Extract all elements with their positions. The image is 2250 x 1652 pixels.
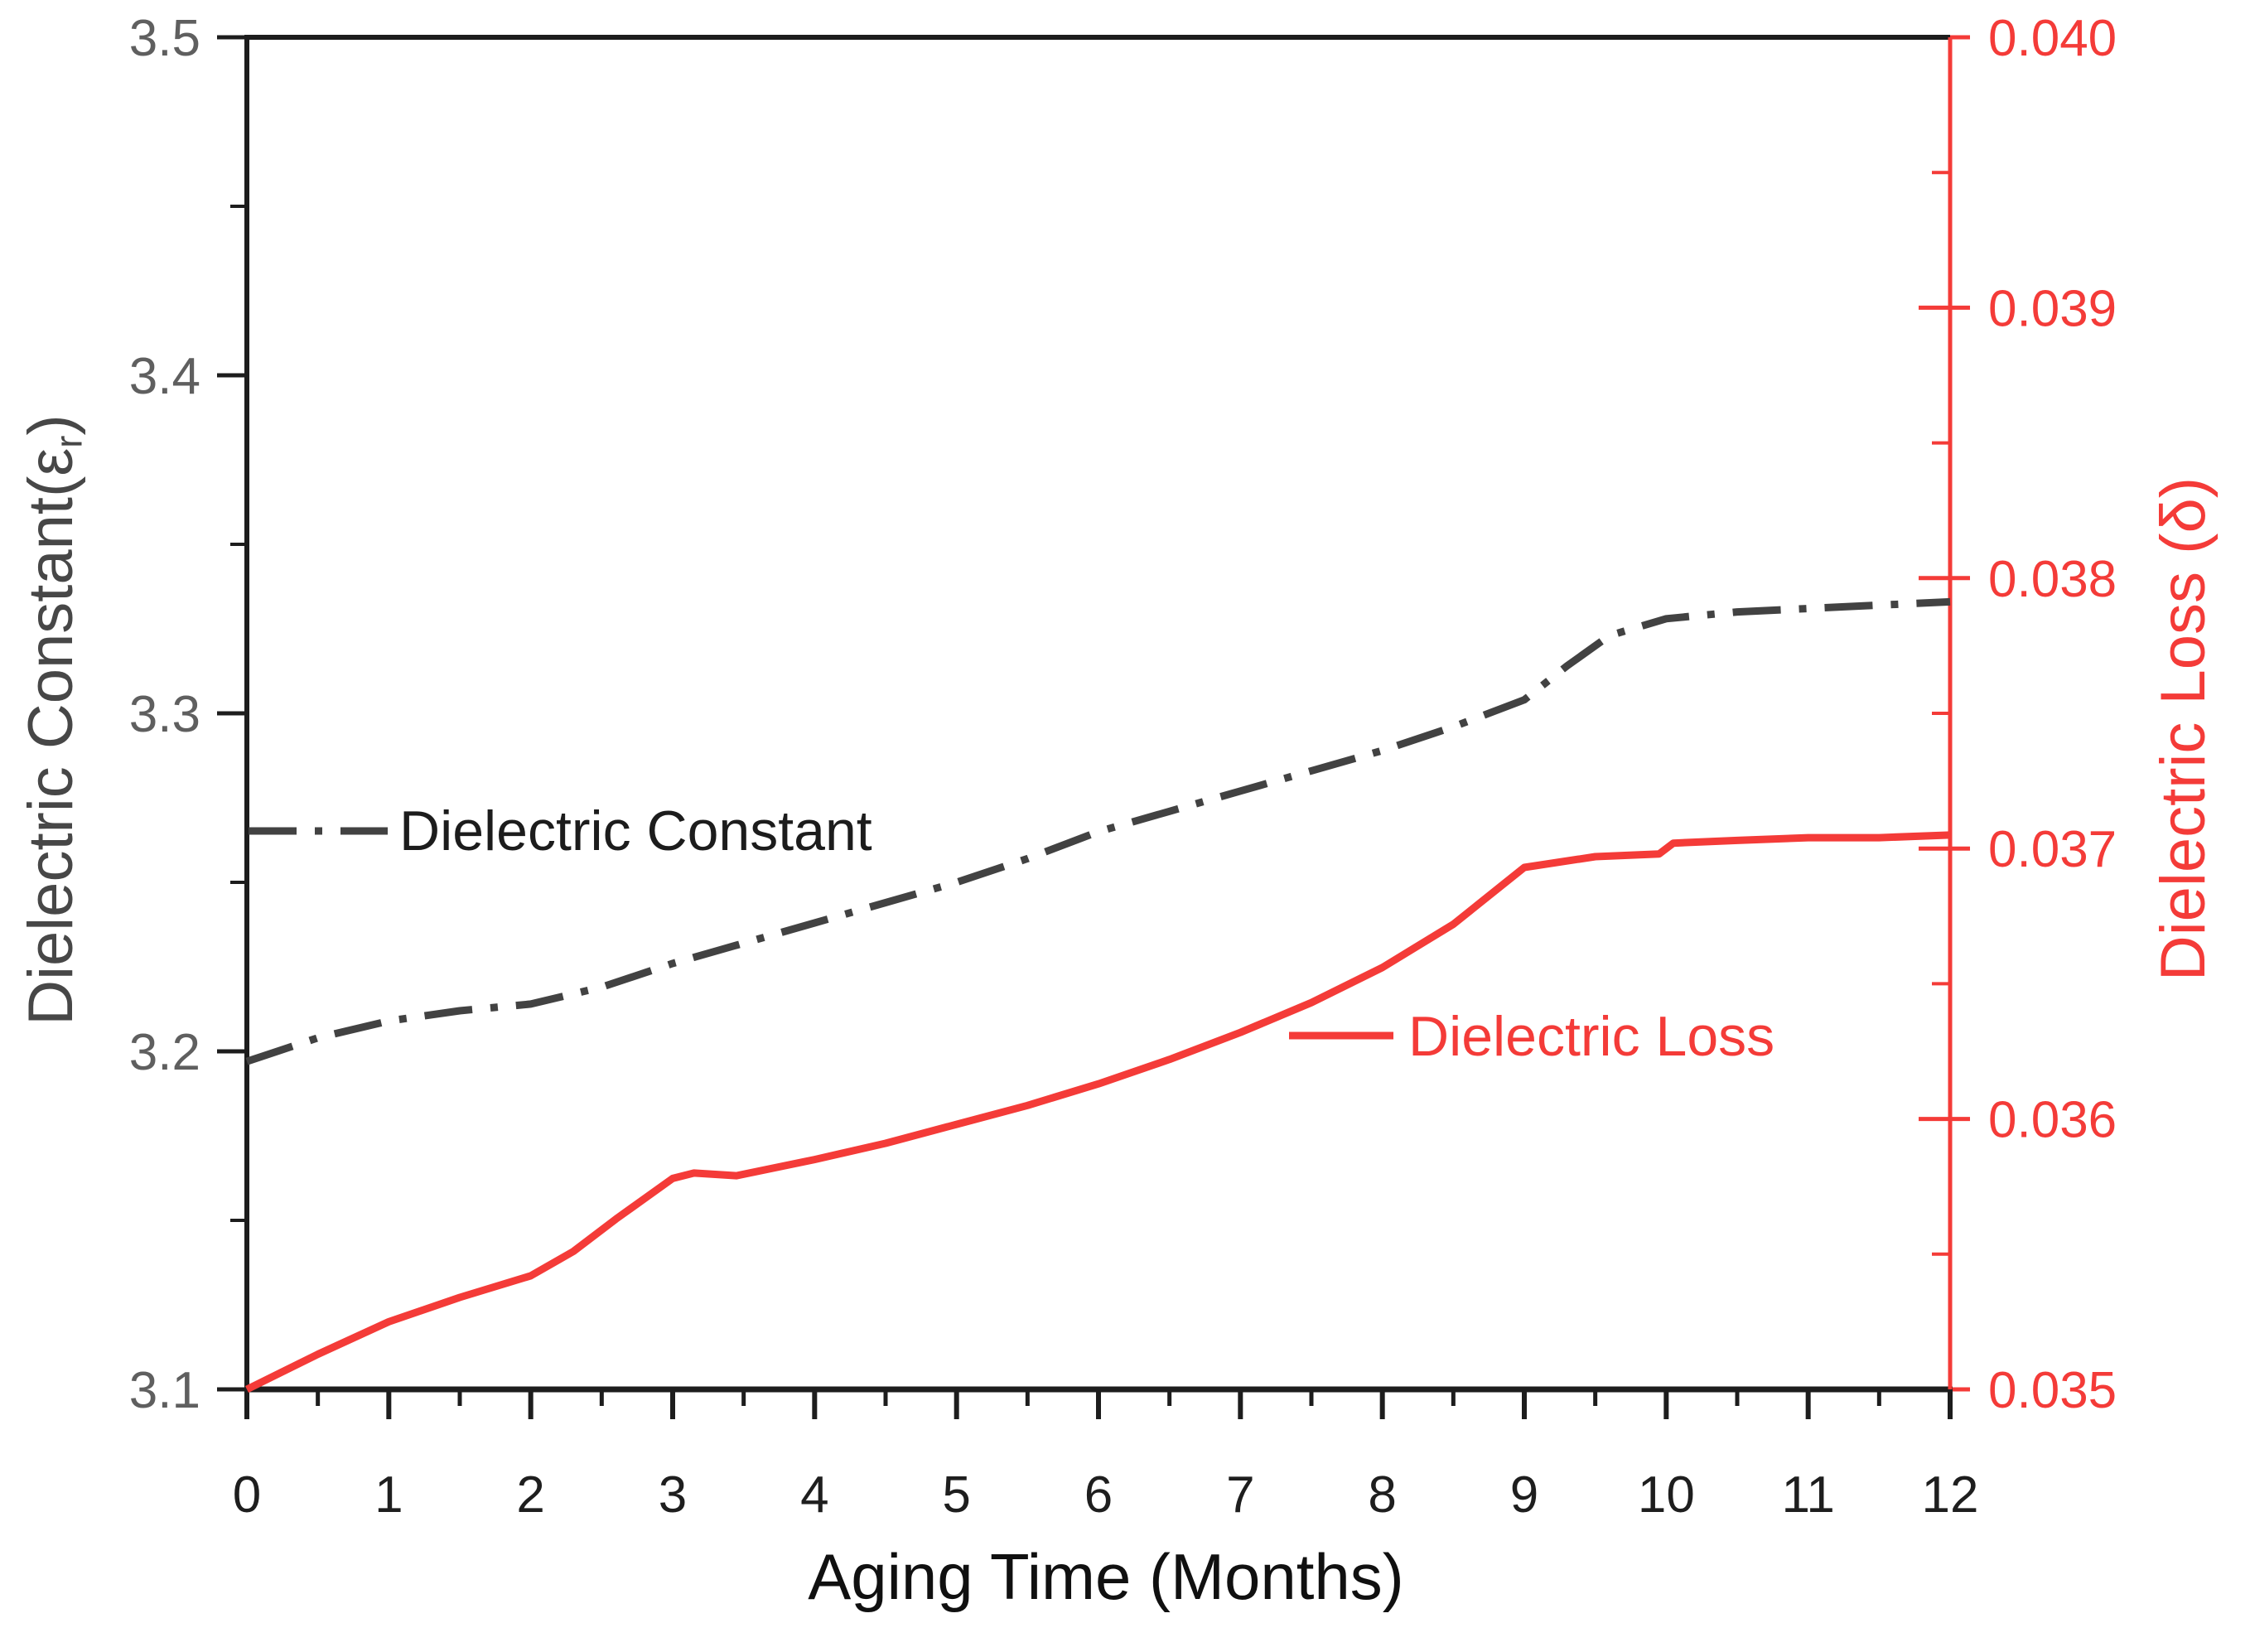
x-axis-tick-label: 8	[1368, 1466, 1396, 1524]
left-axis-title-subscript: r	[47, 435, 90, 448]
x-axis-tick-label: 2	[516, 1466, 544, 1524]
left-axis-tick-label: 3.5	[129, 10, 200, 67]
right-axis-tick-label: 0.037	[1988, 821, 2117, 878]
x-axis-tick-label: 5	[942, 1466, 970, 1524]
series-line-dielectric-constant	[245, 597, 1951, 1065]
right-axis-tick-label: 0.039	[1988, 280, 2117, 337]
x-axis-tick-label: 1	[374, 1466, 403, 1524]
x-axis-tick-label: 11	[1781, 1466, 1834, 1524]
left-axis-title-close: )	[16, 414, 86, 436]
x-axis-tick-label: 3	[659, 1466, 687, 1524]
series-line-dielectric-loss	[245, 831, 1951, 1394]
x-axis-tick-label: 0	[233, 1466, 261, 1524]
left-axis-tick-label: 3.3	[129, 686, 200, 743]
x-axis-tick-label: 4	[800, 1466, 828, 1524]
left-axis-tick-label: 3.2	[129, 1024, 200, 1081]
x-axis-tick-label: 9	[1510, 1466, 1538, 1524]
left-axis-tick-label: 3.4	[129, 348, 200, 405]
x-axis-tick-label: 7	[1226, 1466, 1254, 1524]
legend-label-dielectric-constant: Dielectric Constant	[399, 799, 872, 862]
right-axis-tick-label: 0.035	[1988, 1362, 2117, 1419]
right-axis-tick-label: 0.036	[1988, 1092, 2117, 1149]
right-axis-tick-label: 0.038	[1988, 551, 2117, 608]
left-axis-title: Dielectric Constant(εr)	[16, 16, 90, 1424]
right-axis-title: Dielectric Loss (δ)	[2148, 476, 2219, 982]
left-axis-tick-label: 3.1	[129, 1362, 200, 1419]
x-axis-title: Aging Time (Months)	[808, 1540, 1404, 1613]
right-axis-tick-label: 0.040	[1988, 10, 2117, 67]
left-axis-title-text: Dielectric Constant(ε	[16, 447, 86, 1026]
legend-label-dielectric-loss: Dielectric Loss	[1408, 1005, 1775, 1068]
x-axis-tick-label: 12	[1922, 1466, 1979, 1524]
x-axis-tick-label: 6	[1084, 1466, 1113, 1524]
x-axis-tick-label: 10	[1638, 1466, 1695, 1524]
